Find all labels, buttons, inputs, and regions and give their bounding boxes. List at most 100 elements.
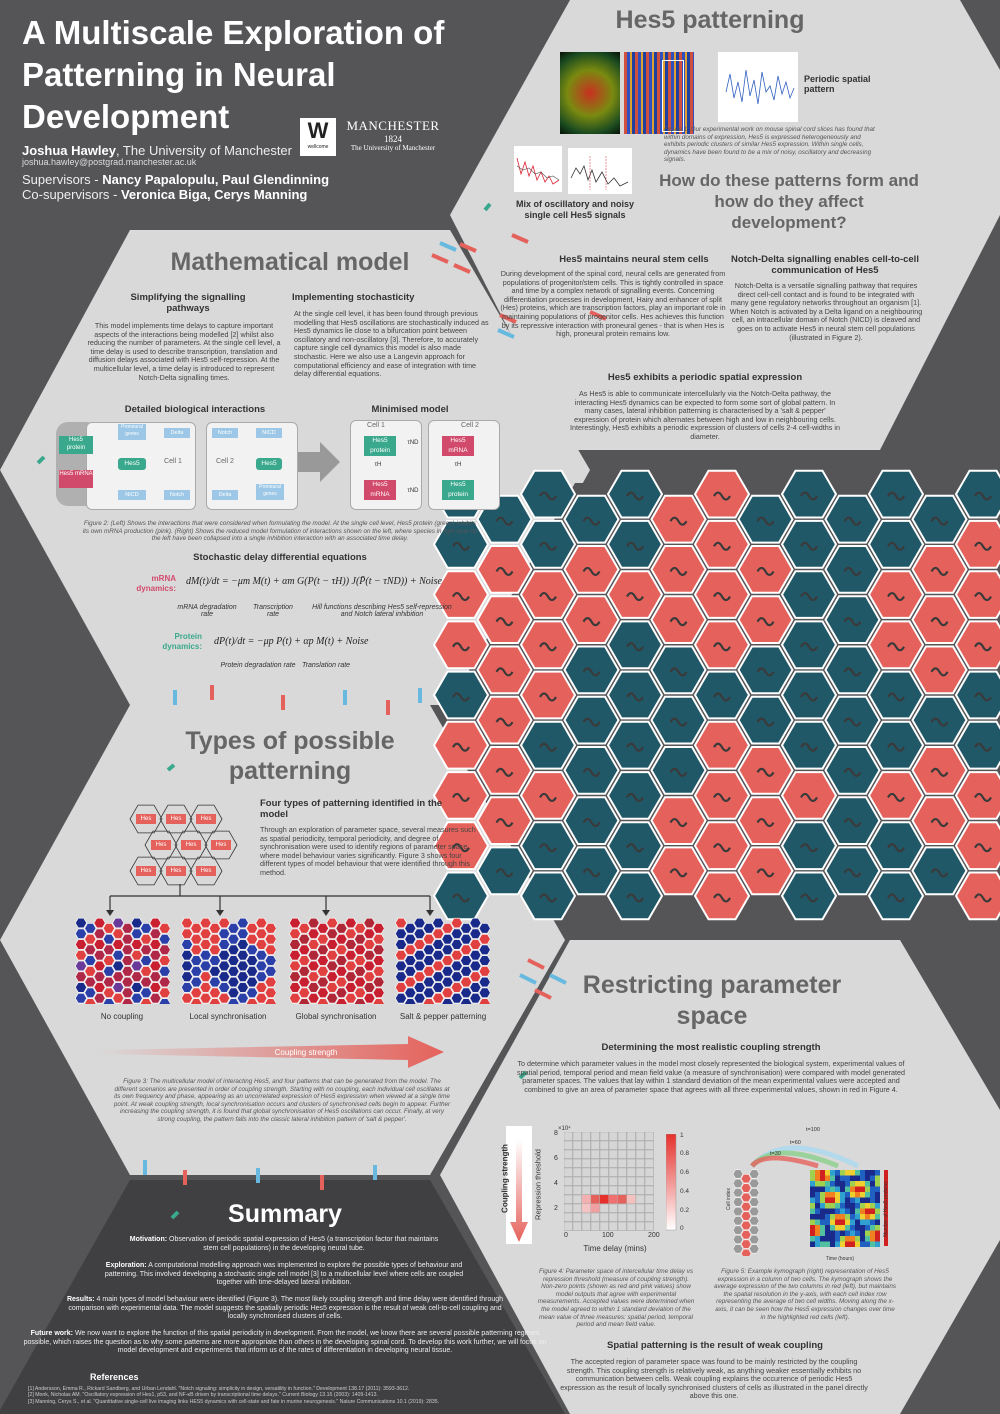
pattern-cell bbox=[363, 971, 376, 982]
oscillation-glyph bbox=[930, 717, 949, 727]
four-types-title: Four types of patterning identified in t… bbox=[260, 798, 443, 820]
kymo-pixel bbox=[870, 1203, 875, 1209]
oscillation-glyph bbox=[713, 843, 731, 853]
pattern-cell bbox=[236, 917, 249, 929]
pattern-cell bbox=[326, 950, 339, 961]
minimised-label: Minimised model bbox=[371, 404, 449, 415]
heatmap-cell bbox=[617, 1167, 627, 1177]
label-local-synchronisation: Local synchronisation bbox=[189, 1012, 267, 1021]
kymo-pixel bbox=[860, 1175, 865, 1181]
tau-h-cell1: τH bbox=[374, 462, 382, 468]
kymo-pixel bbox=[815, 1175, 820, 1181]
author-line: Joshua Hawley, The University of Manches… bbox=[22, 143, 292, 158]
restrict-title: Restricting parameter space bbox=[582, 971, 842, 1030]
heatmap-cell bbox=[626, 1167, 636, 1177]
heatmap-cell bbox=[608, 1203, 618, 1213]
kymo-pixel bbox=[850, 1192, 855, 1198]
pattern-cell bbox=[404, 933, 417, 945]
oscillation-glyph bbox=[626, 541, 644, 551]
pattern-cell bbox=[236, 993, 249, 1004]
pattern-cell bbox=[75, 982, 87, 993]
oscillation-glyph bbox=[626, 742, 644, 752]
accepted-cell bbox=[600, 1195, 609, 1204]
heatmap-cell bbox=[564, 1185, 573, 1195]
heatmap-cell bbox=[599, 1176, 609, 1186]
kymo-pixel bbox=[840, 1192, 845, 1198]
heatmap-cell bbox=[581, 1167, 591, 1177]
kymo-pixel bbox=[875, 1214, 880, 1220]
hex-panel-summary bbox=[0, 1180, 565, 1414]
pattern-cell bbox=[158, 923, 170, 934]
kymo-pixel bbox=[850, 1214, 855, 1220]
nicd-box-cell2: NICD bbox=[256, 428, 282, 438]
pattern-cell bbox=[395, 993, 407, 1004]
oscillation-glyph bbox=[800, 642, 818, 652]
kymo-cell-index-label: Cell index bbox=[726, 1188, 732, 1210]
kymo-pixel bbox=[845, 1230, 850, 1236]
pattern-cell bbox=[181, 950, 193, 961]
kymo-pixel bbox=[810, 1186, 815, 1192]
heatmap-cell bbox=[608, 1176, 618, 1186]
pattern-cell bbox=[372, 976, 384, 988]
kymo-cell bbox=[740, 1230, 752, 1240]
heatmap-cell bbox=[644, 1221, 654, 1231]
hill-functions-label: Hill functions describing Hes5 self-repr… bbox=[312, 604, 452, 618]
pattern-cell bbox=[130, 960, 143, 972]
kymo-pixel bbox=[865, 1181, 870, 1187]
oscillation-glyph bbox=[930, 767, 949, 777]
kymo-pixel bbox=[825, 1170, 830, 1176]
coupling-strength-arrow bbox=[98, 1036, 444, 1068]
results-label: Results: bbox=[66, 1296, 95, 1303]
oscillation-glyph bbox=[887, 642, 905, 652]
kymo-pixel bbox=[820, 1214, 825, 1220]
kymo-pixel bbox=[825, 1230, 830, 1236]
pattern-cell bbox=[140, 923, 153, 934]
heatmap-cell bbox=[564, 1212, 573, 1222]
translation-label: Translation rate bbox=[301, 662, 351, 669]
hes-cell: Hes bbox=[151, 840, 171, 850]
pattern-cell bbox=[307, 950, 320, 961]
oscillation-glyph bbox=[974, 893, 992, 903]
accepted-cell bbox=[627, 1195, 636, 1204]
heatmap-cell bbox=[564, 1167, 573, 1177]
kymo-pixel bbox=[840, 1230, 845, 1236]
pattern-cell bbox=[190, 976, 203, 988]
heatmap-cell bbox=[572, 1221, 582, 1231]
author-email[interactable]: joshua.hawley@postgrad.manchester.ac.uk bbox=[22, 157, 197, 167]
model-cell-outline bbox=[159, 804, 193, 834]
pattern-cell bbox=[450, 917, 463, 929]
kymo-pixel bbox=[845, 1175, 850, 1181]
oscillation-glyph bbox=[495, 817, 514, 828]
oscillation-glyph bbox=[582, 717, 601, 727]
kymo-pixel bbox=[860, 1219, 865, 1225]
kymo-pixel bbox=[835, 1170, 840, 1176]
kymo-pixel bbox=[845, 1197, 850, 1203]
kymo-pixel bbox=[830, 1236, 835, 1242]
kymo-pixel bbox=[830, 1230, 835, 1236]
kymo-cellindex-wrap: Cell index bbox=[710, 1170, 750, 1230]
pattern-cell bbox=[130, 950, 143, 961]
fig3-caption: Figure 3: The multicellular model of int… bbox=[113, 1078, 451, 1123]
heatmap-cell bbox=[599, 1158, 609, 1168]
kymo-pixel bbox=[850, 1181, 855, 1187]
pattern-cell bbox=[441, 955, 454, 966]
pattern-cell bbox=[298, 987, 311, 998]
heatmap-cell bbox=[564, 1203, 573, 1213]
pattern-cell bbox=[307, 982, 320, 993]
pattern-cell bbox=[867, 720, 925, 770]
pattern-cell bbox=[404, 923, 417, 934]
poster-title: A Multiscale Exploration of Patterning i… bbox=[22, 14, 445, 135]
kymo-pixel bbox=[840, 1219, 845, 1225]
pattern-cell bbox=[335, 933, 348, 945]
pattern-cell bbox=[102, 944, 115, 956]
heatmap-cell bbox=[572, 1140, 582, 1150]
kymo-pixel bbox=[855, 1203, 860, 1209]
pattern-cell bbox=[469, 971, 482, 982]
kymo-pixel bbox=[860, 1203, 865, 1209]
model-cell-outline bbox=[189, 856, 223, 886]
kymo-pixel bbox=[875, 1192, 880, 1198]
oscillation-glyph bbox=[756, 868, 775, 878]
kymo-pixel bbox=[865, 1219, 870, 1225]
kymo-pixel bbox=[835, 1225, 840, 1231]
maintains-title: Hes5 maintains neural stem cells bbox=[559, 254, 709, 265]
